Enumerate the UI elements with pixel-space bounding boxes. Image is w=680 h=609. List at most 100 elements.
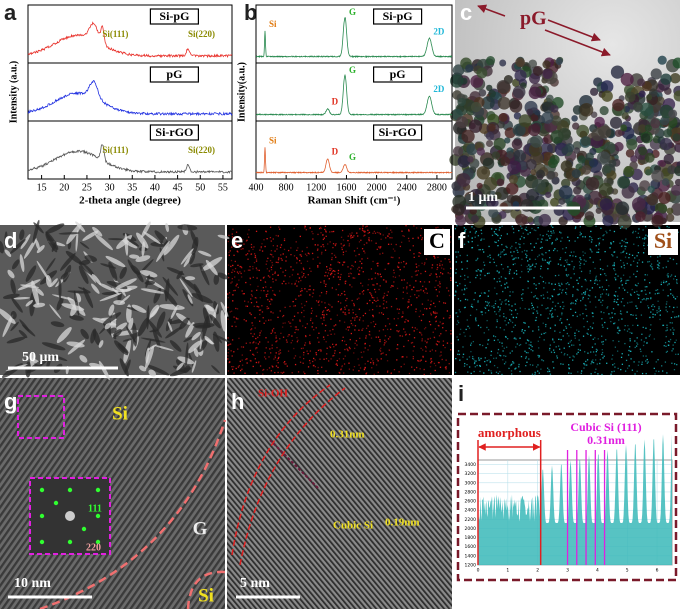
eds-dot	[262, 277, 265, 279]
eds-dot	[627, 279, 630, 282]
eds-dot	[349, 284, 351, 286]
eds-dot	[415, 308, 417, 310]
eds-dot	[285, 256, 288, 258]
eds-dot	[386, 294, 388, 296]
eds-dot	[640, 339, 643, 341]
eds-dot	[281, 372, 284, 374]
eds-dot	[668, 283, 670, 285]
eds-dot	[413, 330, 415, 332]
eds-dot	[618, 287, 620, 289]
eds-dot	[418, 265, 420, 267]
eds-dot	[556, 238, 559, 240]
eds-dot	[608, 285, 610, 287]
eds-dot	[523, 242, 525, 245]
eds-dot	[484, 306, 486, 309]
eds-dot	[320, 227, 322, 230]
eds-dot	[309, 267, 311, 270]
particle	[594, 116, 605, 128]
eds-dot	[301, 271, 303, 273]
eds-dot	[476, 364, 478, 367]
eds-dot	[324, 275, 326, 277]
eds-dot	[606, 327, 609, 330]
eds-dot	[403, 235, 405, 238]
arrow	[544, 29, 611, 57]
eds-dot	[434, 286, 436, 289]
eds-dot	[627, 324, 629, 327]
eds-dot	[574, 311, 577, 314]
particle	[644, 152, 655, 163]
eds-dot	[312, 360, 314, 363]
eds-dot	[503, 355, 505, 357]
eds-dot	[674, 316, 676, 318]
eds-dot	[528, 264, 530, 266]
particle	[585, 152, 594, 161]
eds-dot	[372, 232, 374, 234]
eds-dot	[378, 288, 380, 291]
eds-dot	[560, 317, 562, 320]
eds-dot	[611, 371, 613, 373]
eds-dot	[229, 250, 231, 252]
eds-dot	[665, 335, 667, 338]
eds-dot	[408, 230, 410, 232]
eds-dot	[410, 342, 413, 344]
particle	[646, 193, 658, 206]
eds-dot	[521, 299, 524, 302]
eds-dot	[473, 362, 476, 365]
eds-dot	[658, 226, 660, 228]
eds-dot	[499, 299, 501, 301]
flake	[10, 310, 17, 320]
eds-dot	[255, 258, 258, 260]
eds-dot	[614, 300, 616, 303]
eds-dot	[232, 366, 235, 368]
particle	[515, 57, 526, 68]
sample-box	[149, 8, 199, 25]
eds-dot	[602, 235, 604, 237]
eds-dot	[585, 280, 587, 282]
eds-dot	[566, 275, 568, 277]
eds-dot	[363, 231, 365, 233]
eds-dot	[239, 265, 241, 268]
eds-dot	[271, 264, 274, 266]
eds-dot	[537, 364, 539, 366]
eds-dot	[324, 306, 327, 309]
eds-dot	[499, 226, 501, 229]
eds-dot	[345, 280, 347, 282]
eds-dot	[464, 274, 466, 277]
eds-dot	[559, 319, 561, 321]
eds-dot	[571, 295, 574, 298]
eds-dot	[620, 301, 623, 303]
eds-dot	[548, 282, 550, 284]
eds-dot	[642, 229, 644, 231]
eds-dot	[377, 371, 379, 373]
x-tick-label: 4	[596, 568, 599, 574]
eds-dot	[475, 308, 478, 311]
eds-dot	[259, 249, 261, 251]
eds-dot	[235, 367, 237, 370]
eds-dot	[662, 324, 665, 326]
eds-dot	[350, 237, 352, 239]
eds-dot	[417, 236, 419, 238]
eds-dot	[594, 279, 596, 282]
sample-name: pG	[166, 67, 182, 81]
x-tick-label: 2400	[397, 182, 417, 193]
particle	[545, 191, 552, 198]
eds-dot	[642, 355, 645, 357]
eds-dot	[284, 306, 286, 309]
eds-dot	[496, 320, 498, 323]
eds-dot	[466, 287, 468, 289]
flake	[36, 245, 45, 254]
eds-dot	[320, 245, 322, 248]
eds-dot	[401, 356, 403, 358]
eds-dot	[402, 311, 404, 313]
eds-dot	[553, 288, 555, 291]
flake	[127, 238, 140, 247]
eds-dot	[555, 239, 557, 241]
eds-dot	[274, 272, 276, 275]
eds-dot	[480, 239, 482, 241]
eds-dot	[277, 357, 279, 360]
eds-dot	[487, 255, 489, 258]
particle	[674, 178, 680, 186]
eds-dot	[304, 227, 306, 229]
eds-dot	[558, 231, 561, 233]
eds-dot	[330, 268, 333, 270]
